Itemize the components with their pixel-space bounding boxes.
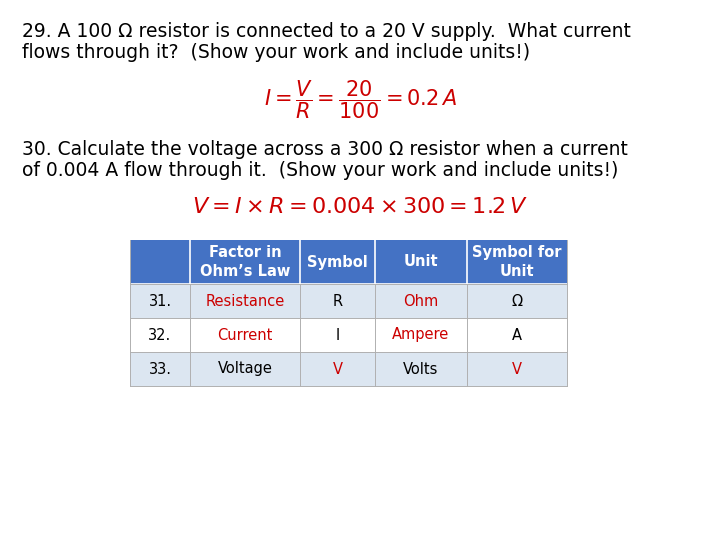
Bar xyxy=(130,240,567,284)
Text: Unit: Unit xyxy=(404,254,438,269)
Text: Symbol: Symbol xyxy=(307,254,368,269)
Text: 29. A 100 Ω resistor is connected to a 20 V supply.  What current: 29. A 100 Ω resistor is connected to a 2… xyxy=(22,22,631,41)
Text: $I = \dfrac{V}{R} = \dfrac{20}{100} = 0.2\,A$: $I = \dfrac{V}{R} = \dfrac{20}{100} = 0.… xyxy=(264,78,456,120)
Text: R: R xyxy=(333,294,343,308)
Text: A: A xyxy=(512,327,522,342)
Text: Voltage: Voltage xyxy=(217,361,272,376)
Bar xyxy=(130,352,567,386)
Bar xyxy=(130,318,567,352)
Bar xyxy=(130,284,567,318)
Text: Symbol for
Unit: Symbol for Unit xyxy=(472,245,562,279)
Text: 30. Calculate the voltage across a 300 Ω resistor when a current: 30. Calculate the voltage across a 300 Ω… xyxy=(22,140,628,159)
Text: I: I xyxy=(336,327,340,342)
Text: Volts: Volts xyxy=(403,361,438,376)
Text: 32.: 32. xyxy=(148,327,171,342)
Text: Ampere: Ampere xyxy=(392,327,449,342)
Text: $V = I \times R = 0.004 \times 300 = 1.2\,V$: $V = I \times R = 0.004 \times 300 = 1.2… xyxy=(192,197,528,217)
Text: Factor in
Ohm’s Law: Factor in Ohm’s Law xyxy=(200,245,290,279)
Text: 33.: 33. xyxy=(148,361,171,376)
Text: V: V xyxy=(512,361,522,376)
Text: flows through it?  (Show your work and include units!): flows through it? (Show your work and in… xyxy=(22,43,530,62)
Text: Ω: Ω xyxy=(511,294,523,308)
Text: Resistance: Resistance xyxy=(205,294,284,308)
Text: V: V xyxy=(333,361,343,376)
Text: Current: Current xyxy=(217,327,273,342)
Text: Ohm: Ohm xyxy=(403,294,438,308)
Text: 31.: 31. xyxy=(148,294,171,308)
Text: of 0.004 A flow through it.  (Show your work and include units!): of 0.004 A flow through it. (Show your w… xyxy=(22,161,618,180)
